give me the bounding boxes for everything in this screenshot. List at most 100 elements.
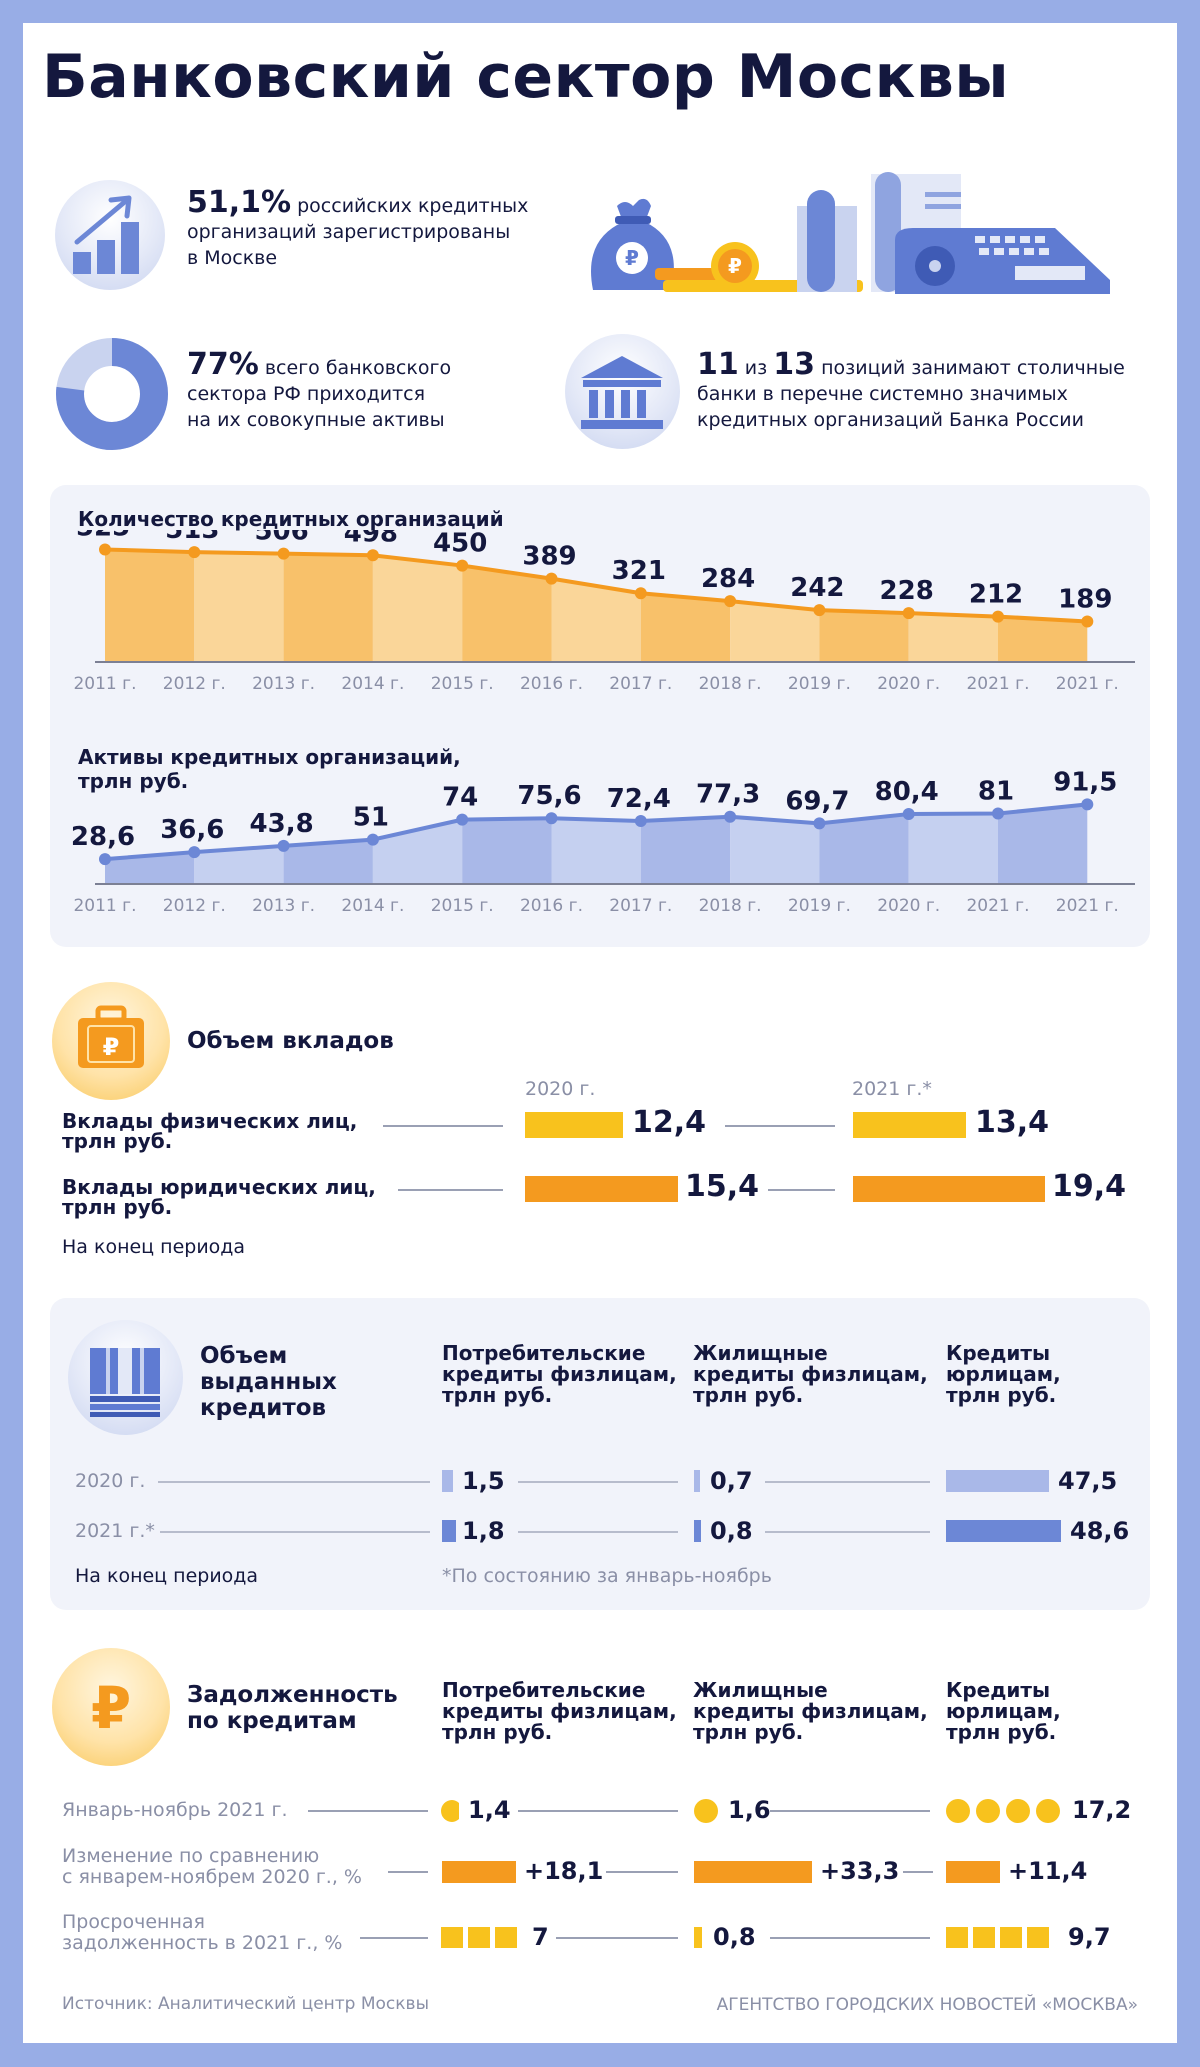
area-segment — [105, 549, 195, 662]
loan-corporate-2021-value: 48,6 — [1070, 1517, 1130, 1545]
leader-line — [606, 1871, 678, 1873]
svg-text:₽: ₽ — [728, 254, 742, 278]
area-segment — [372, 555, 463, 662]
debt-change-corporate-value: +11,4 — [1008, 1857, 1088, 1885]
year-tick-label: 2011 г. — [73, 896, 136, 916]
data-point — [992, 807, 1004, 820]
area-segment — [551, 818, 641, 884]
deposit-individuals-2020-value: 12,4 — [632, 1105, 707, 1140]
data-point — [724, 810, 737, 823]
area-segment — [998, 804, 1088, 884]
fact-system-banks: 11 из 13 позиций занимают столичные банк… — [697, 347, 1125, 432]
debt-overdue-corporate-value: 9,7 — [1068, 1923, 1111, 1951]
data-label: 506 — [254, 530, 308, 547]
loan-mortgage-2021-value: 0,8 — [710, 1517, 753, 1545]
year-tick-label: 2012 г. — [163, 674, 226, 694]
bar-deposit-companies-2020 — [525, 1176, 678, 1202]
data-label: 77,3 — [696, 780, 760, 810]
loans-panel — [50, 1298, 1150, 1610]
chart-count-title: Количество кредитных организаций — [78, 507, 504, 531]
leader-line — [903, 1871, 933, 1873]
data-label: 72,4 — [607, 784, 671, 814]
area-segment — [640, 593, 731, 662]
data-point — [456, 559, 469, 572]
square-icon — [1000, 1927, 1022, 1948]
data-point — [1081, 798, 1094, 811]
area-segment — [283, 839, 373, 884]
area-segment — [194, 552, 284, 662]
data-label: 28,6 — [71, 822, 135, 852]
bank-building-icon — [565, 334, 680, 449]
data-label: 189 — [1058, 585, 1112, 615]
money-stack-icon — [68, 1320, 183, 1435]
coin-icon — [1036, 1799, 1060, 1823]
data-label: 242 — [790, 573, 844, 603]
leader-line — [388, 1871, 428, 1873]
data-label: 69,7 — [785, 786, 849, 816]
data-point — [277, 839, 290, 852]
series-line — [104, 547, 1088, 624]
deposits-note: На конец периода — [62, 1236, 246, 1258]
data-label: 513 — [165, 530, 219, 545]
data-label: 43,8 — [250, 809, 314, 839]
year-tick-label: 2020 г. — [877, 674, 940, 694]
data-point — [188, 846, 201, 859]
coin-icon — [946, 1799, 970, 1823]
year-tick-label: 2021 г. — [966, 896, 1029, 916]
year-tick-label: 2019 г. — [788, 674, 851, 694]
debt-col-mortgage: Жилищные кредиты физлицам, трлн руб. — [693, 1678, 928, 1744]
year-tick-label: 2020 г. — [877, 896, 940, 916]
svg-text:₽: ₽ — [91, 1674, 131, 1742]
loan-consumer-2021-value: 1,8 — [462, 1517, 505, 1545]
debt-corporate-value: 17,2 — [1072, 1796, 1132, 1824]
coin-icon — [694, 1799, 718, 1823]
data-point — [634, 815, 647, 828]
leader-line — [768, 1189, 835, 1191]
leader-line — [518, 1810, 678, 1812]
debt-row-change-label: Изменение по сравнению с январем-ноябрем… — [62, 1845, 362, 1888]
data-point — [277, 547, 290, 560]
bar-deposit-individuals-2021 — [853, 1112, 966, 1138]
area-segment — [105, 852, 195, 884]
fact-registered: 51,1% российских кредитных организаций з… — [187, 185, 529, 270]
area-segment — [998, 616, 1088, 662]
leader-line — [398, 1189, 503, 1191]
leader-line — [765, 1481, 930, 1483]
leader-line — [518, 1531, 678, 1533]
loans-col-corporate: Кредиты юрлицам, трлн руб. — [946, 1341, 1061, 1407]
loans-note: На конец периода — [75, 1565, 259, 1587]
series-line — [104, 802, 1088, 862]
square-icon — [973, 1927, 995, 1948]
area-segment — [730, 601, 820, 662]
year-tick-label: 2015 г. — [431, 896, 494, 916]
half-coin-icon — [441, 1800, 459, 1822]
area-segment — [462, 818, 552, 884]
year-tick-label: 2021 г. — [1056, 674, 1119, 694]
square-icon — [946, 1927, 968, 1948]
debt-mortgage-value: 1,6 — [728, 1796, 771, 1824]
ruble-coin-icon: ₽ — [52, 1648, 170, 1766]
bar-debt-change-mortgage — [694, 1861, 812, 1883]
data-label: 450 — [433, 530, 487, 559]
bar-loan-consumer-2021 — [442, 1520, 456, 1542]
year-tick-label: 2016 г. — [520, 674, 583, 694]
data-label: 284 — [701, 564, 755, 594]
bar-loan-mortgage-2021 — [694, 1520, 701, 1542]
area-segment — [551, 578, 641, 662]
chart-assets-title: Активы кредитных организаций, трлн руб. — [78, 745, 461, 793]
data-label: 51 — [353, 803, 389, 833]
debt-col-consumer: Потребительские кредиты физлицам, трлн руб… — [442, 1678, 677, 1744]
data-label: 389 — [522, 542, 576, 572]
area-segment — [283, 553, 373, 662]
bar-deposit-companies-2021 — [853, 1176, 1045, 1202]
loans-year-2021: 2021 г.* — [75, 1520, 155, 1542]
money-illustration: ₽ ₽ — [575, 170, 1110, 310]
year-tick-label: 2016 г. — [520, 896, 583, 916]
loans-title: Объем выданных кредитов — [200, 1343, 337, 1421]
data-label: 212 — [969, 580, 1023, 610]
data-label: 228 — [880, 576, 934, 606]
square-icon — [441, 1927, 463, 1948]
data-point — [1081, 615, 1094, 628]
bar-loan-consumer-2020 — [442, 1470, 453, 1492]
bar-loan-mortgage-2020 — [694, 1470, 700, 1492]
